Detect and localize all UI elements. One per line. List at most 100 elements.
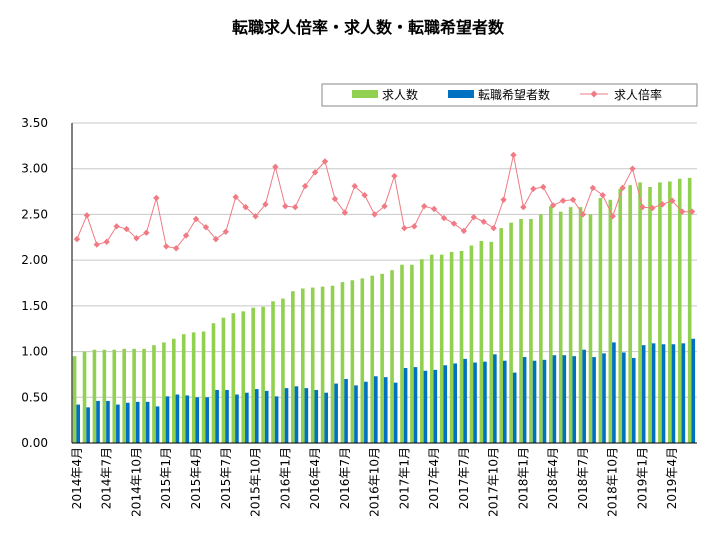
bar-jobs	[92, 349, 97, 443]
y-tick-label: 1.00	[21, 345, 48, 359]
ratio-marker	[113, 223, 120, 230]
bar-jobs	[330, 285, 335, 443]
bar-jobs	[410, 264, 414, 443]
legend: 求人数 転職希望者数 求人倍率	[321, 83, 698, 107]
y-tick-label: 2.00	[21, 253, 48, 267]
bar-jobs	[162, 342, 166, 443]
bar-jobs	[420, 259, 424, 443]
ratio-marker	[103, 238, 110, 246]
ratio-marker	[242, 203, 249, 211]
ratio-marker	[361, 192, 368, 199]
ratio-marker	[470, 213, 477, 221]
bar-applicants	[324, 392, 329, 443]
ratio-marker	[460, 227, 468, 235]
bar-applicants	[106, 400, 110, 443]
ratio-marker	[143, 229, 150, 236]
bar-applicants	[354, 385, 358, 443]
x-tick-label: 2014年4月	[70, 447, 84, 509]
bar-jobs	[152, 345, 156, 443]
bar-applicants	[165, 396, 170, 443]
x-tick-label: 2019年4月	[665, 447, 679, 509]
legend-swatch-applicants	[448, 90, 474, 98]
bar-applicants	[631, 357, 636, 443]
bar-applicants	[651, 343, 656, 443]
ratio-marker	[381, 203, 388, 210]
y-tick-label: 3.50	[21, 116, 48, 130]
bar-applicants	[374, 376, 378, 443]
bar-applicants	[403, 368, 408, 443]
bar-applicants	[562, 355, 567, 443]
bar-applicants	[274, 396, 279, 443]
bar-jobs	[102, 349, 107, 443]
bar-jobs	[529, 219, 533, 443]
legend-label-ratio: 求人倍率	[614, 87, 662, 102]
ratio-marker	[619, 184, 626, 192]
bar-applicants	[612, 342, 616, 443]
x-tick-label: 2019年1月	[635, 447, 649, 509]
x-tick-label: 2016年1月	[278, 447, 292, 509]
bar-jobs	[648, 187, 652, 443]
bar-jobs	[489, 241, 494, 443]
ratio-marker	[301, 182, 309, 190]
x-tick-label: 2017年1月	[397, 447, 411, 509]
bar-applicants	[691, 338, 696, 443]
x-tick-label: 2015年7月	[219, 447, 233, 509]
bar-applicants	[453, 363, 457, 443]
legend-label-applicants: 転職希望者数	[478, 87, 550, 102]
bar-applicants	[512, 372, 517, 443]
ratio-marker	[490, 224, 497, 232]
ratio-marker	[222, 228, 229, 235]
bar-jobs	[221, 317, 226, 443]
bar-jobs	[459, 251, 464, 443]
x-tick-label: 2017年10月	[487, 447, 501, 517]
bar-jobs	[628, 185, 632, 443]
bar-jobs	[687, 177, 692, 443]
ratio-marker	[540, 183, 547, 191]
ratio-marker	[202, 224, 210, 231]
bar-applicants	[364, 381, 368, 443]
bar-jobs	[390, 270, 394, 443]
ratio-marker	[351, 182, 358, 190]
bar-applicants	[135, 401, 140, 443]
bar-jobs	[548, 206, 553, 443]
bar-jobs	[638, 182, 642, 443]
bar-jobs	[231, 313, 236, 443]
ratio-marker	[629, 165, 636, 172]
bars	[72, 177, 696, 443]
bar-jobs	[568, 207, 573, 443]
ratio-marker	[688, 208, 696, 215]
ratio-marker	[123, 225, 130, 233]
ratio-marker	[232, 193, 239, 201]
ratio-marker	[73, 235, 81, 243]
bar-applicants	[225, 389, 229, 443]
ratio-marker	[589, 184, 597, 192]
bar-applicants	[522, 357, 527, 443]
x-axis-ticks: 2014年4月 2014年7月 2014年10月 2015年1月 2015年4月 2015…	[70, 447, 679, 517]
ratio-marker	[569, 196, 577, 203]
bar-jobs	[291, 291, 295, 443]
ratio-marker	[440, 214, 448, 222]
bar-applicants	[443, 365, 448, 443]
ratio-marker	[153, 194, 160, 202]
bar-applicants	[254, 389, 259, 443]
x-tick-label: 2016年10月	[368, 447, 382, 517]
bar-applicants	[423, 370, 428, 443]
bar-applicants	[671, 344, 676, 443]
bar-jobs	[449, 251, 454, 443]
bar-jobs	[201, 331, 206, 443]
bar-applicants	[145, 401, 150, 443]
bar-jobs	[677, 178, 682, 443]
bar-jobs	[539, 214, 543, 443]
bar-jobs	[211, 323, 216, 443]
bar-applicants	[393, 382, 398, 443]
bar-applicants	[681, 343, 686, 443]
bar-jobs	[578, 207, 583, 443]
x-tick-label: 2017年4月	[427, 447, 441, 509]
bar-applicants	[602, 353, 606, 443]
x-tick-label: 2018年10月	[606, 447, 620, 517]
ratio-marker	[401, 224, 408, 232]
bar-jobs	[370, 275, 375, 443]
bar-applicants	[175, 394, 180, 443]
ratio-marker	[391, 172, 398, 180]
ratio-marker	[659, 201, 666, 208]
